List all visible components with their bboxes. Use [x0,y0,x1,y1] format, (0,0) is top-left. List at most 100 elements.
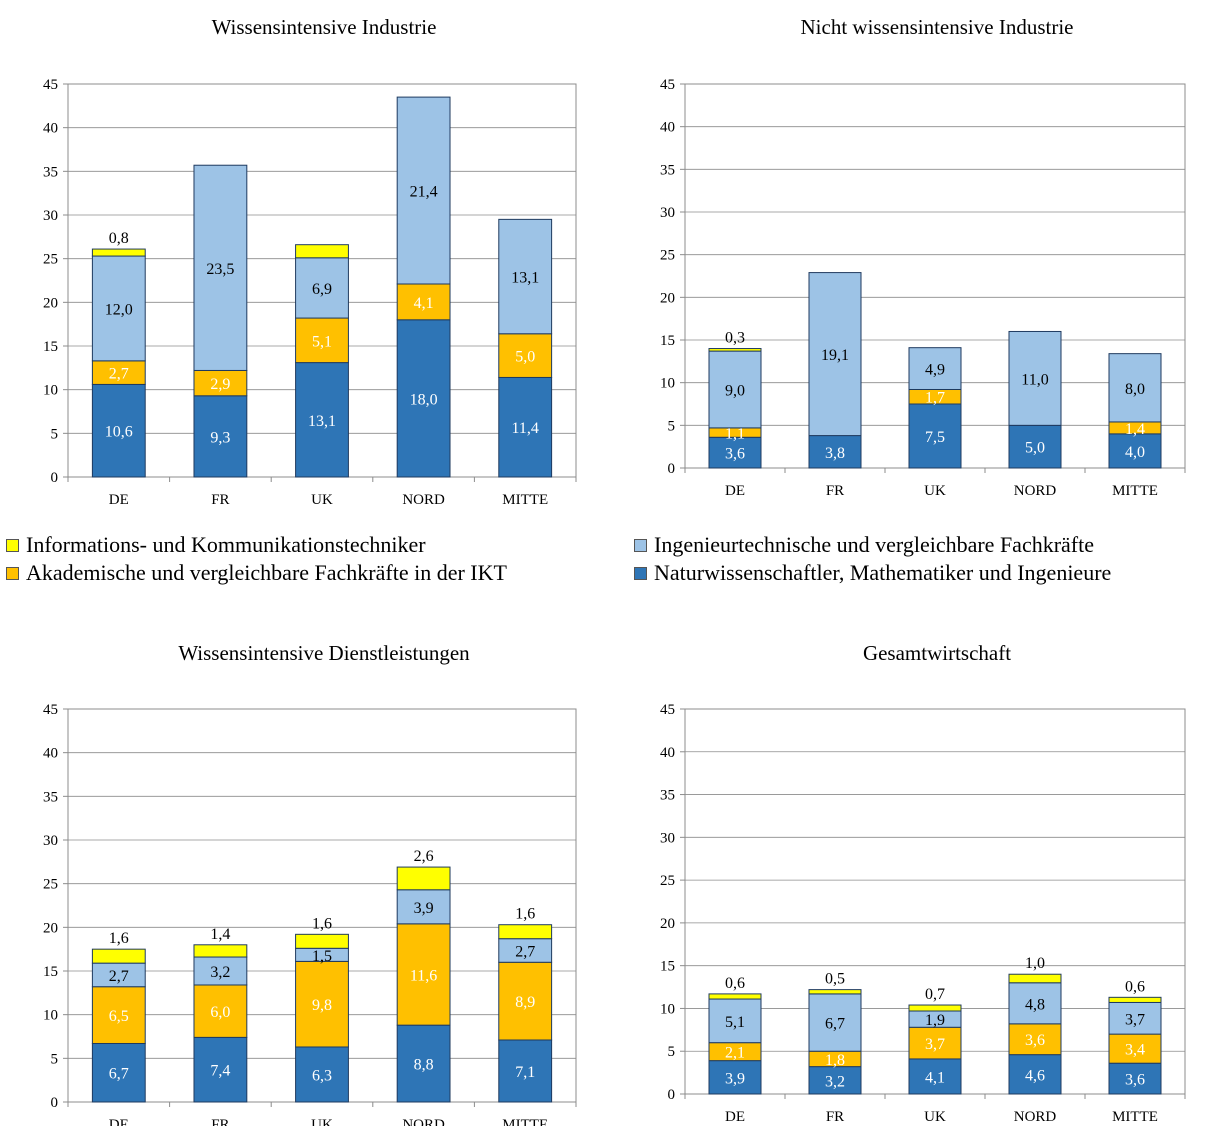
legend-item-nat: Naturwissenschaftler, Mathematiker und I… [634,560,1111,586]
x-tick-label: NORD [402,1117,445,1126]
y-tick-label: 10 [660,1001,675,1017]
data-label-nat: 13,1 [308,413,336,430]
data-label-ing: 2,7 [515,943,535,960]
bar-segment-info-uk [295,933,349,949]
bar-segment-info-mitte [1108,996,1162,1003]
bar-segment-info-nord [396,866,451,891]
data-label-nat: 7,1 [515,1064,535,1081]
x-tick-label: NORD [1014,483,1057,499]
data-label-ing: 4,9 [925,362,945,379]
y-tick-label: 15 [660,959,675,975]
x-tick-label: FR [211,492,229,508]
bar-segment-info-fr [808,989,862,995]
y-tick-label: 0 [668,1087,676,1103]
data-label-ing: 2,7 [109,968,129,985]
data-label-akad: 3,4 [1125,1042,1145,1059]
x-tick-label: NORD [1014,1109,1057,1125]
bar-segment-akad-nord [396,283,451,321]
data-label-ing: 6,9 [312,281,332,298]
bar-segment-info-de [708,993,762,1000]
y-tick-label: 30 [660,830,675,846]
data-label-akad: 5,0 [515,349,535,366]
data-label-ing: 23,5 [206,261,234,278]
data-label-ing: 3,7 [1125,1011,1145,1028]
y-tick-label: 0 [51,1095,59,1111]
data-label-akad: 6,0 [210,1004,230,1021]
data-label-nat: 10,6 [105,424,133,441]
bar-segment-ing-fr [193,956,248,986]
data-label-info: 1,6 [515,906,535,923]
legend-label-akad: Akademische und vergleichbare Fachkräfte… [26,560,507,585]
bar-segment-nat-mitte [498,1039,553,1103]
bar-segment-nat-mitte [1108,433,1162,469]
data-label-akad: 9,8 [312,997,332,1014]
bar-segment-nat-de [91,1042,146,1103]
data-label-akad: 2,7 [109,366,129,383]
data-label-ing: 1,9 [925,1012,945,1029]
chart-title: Nicht wissensintensive Industrie [801,15,1074,39]
chart-wissensintensive-industrie: Wissensintensive Industrie 0 5 10 15 20 25 30 35… [43,15,577,508]
y-tick-label: 40 [660,120,675,136]
x-tick-label: MITTE [502,492,548,508]
bar-segment-ing-mitte [498,218,553,335]
data-label-akad: 6,5 [109,1008,129,1025]
bar-segment-info-de [91,948,146,964]
y-tick-label: 25 [43,252,58,268]
x-tick-label: UK [924,1109,946,1125]
bar-segment-info-nord [1008,973,1062,984]
data-label-ing: 3,2 [210,964,230,981]
y-tick-label: 15 [43,964,58,980]
data-label-ing: 1,5 [312,948,332,965]
bar-segment-nat-fr [193,395,248,478]
data-label-ing: 21,4 [410,184,438,201]
data-label-info: 0,3 [725,330,745,347]
x-tick-label: FR [211,1117,229,1126]
legend-label-info: Informations- und Kommunikationstechnike… [26,532,426,557]
y-tick-label: 10 [660,376,675,392]
bar-segment-nat-uk [908,1058,962,1095]
bar-segment-nat-de [708,1060,762,1095]
y-tick-label: 5 [668,418,676,434]
data-label-nat: 4,0 [1125,444,1145,461]
data-label-nat: 4,1 [925,1069,945,1086]
y-tick-label: 15 [660,333,675,349]
bar-segment-ing-fr [808,993,862,1052]
bar-segment-nat-nord [396,1024,451,1103]
data-label-info: 1,6 [312,915,332,932]
x-tick-label: FR [826,483,844,499]
y-tick-label: 0 [51,470,59,486]
bar-segment-akad-nord [1008,1023,1062,1056]
bar-segment-ing-de [91,255,146,362]
y-tick-label: 20 [660,290,675,306]
bar-segment-info-de [708,348,762,352]
bar-segment-nat-uk [908,403,962,469]
bar-segment-info-mitte [498,924,553,940]
data-label-akad: 3,6 [1025,1032,1045,1049]
data-label-info: 1,4 [210,926,230,943]
y-tick-label: 25 [660,873,675,889]
legend: Informations- und Kommunikationstechnike… [6,528,1218,594]
data-label-nat: 18,0 [410,391,438,408]
y-tick-label: 25 [43,877,58,893]
bar-segment-nat-nord [1008,1054,1062,1095]
bar-segment-ing-de [708,350,762,429]
y-tick-label: 40 [660,745,675,761]
data-label-nat: 6,7 [109,1066,129,1083]
data-label-nat: 3,2 [825,1073,845,1090]
x-tick-label: DE [725,483,745,499]
bar-segment-ing-nord [1008,330,1062,426]
bar-segment-info-uk [908,1004,962,1012]
y-tick-label: 20 [43,295,58,311]
x-tick-label: MITTE [1112,1109,1158,1125]
bar-segment-akad-mitte [1108,1033,1162,1064]
y-tick-label: 45 [43,77,58,93]
bar-segment-akad-fr [193,984,248,1038]
data-label-nat: 8,8 [414,1057,434,1074]
y-tick-label: 40 [43,121,58,137]
y-tick-label: 35 [660,162,675,178]
bar-segment-info-de [91,248,146,257]
bar-segment-nat-mitte [498,376,553,478]
x-tick-label: UK [924,483,946,499]
data-label-info: 1,6 [109,930,129,947]
data-label-akad: 4,1 [414,295,434,312]
